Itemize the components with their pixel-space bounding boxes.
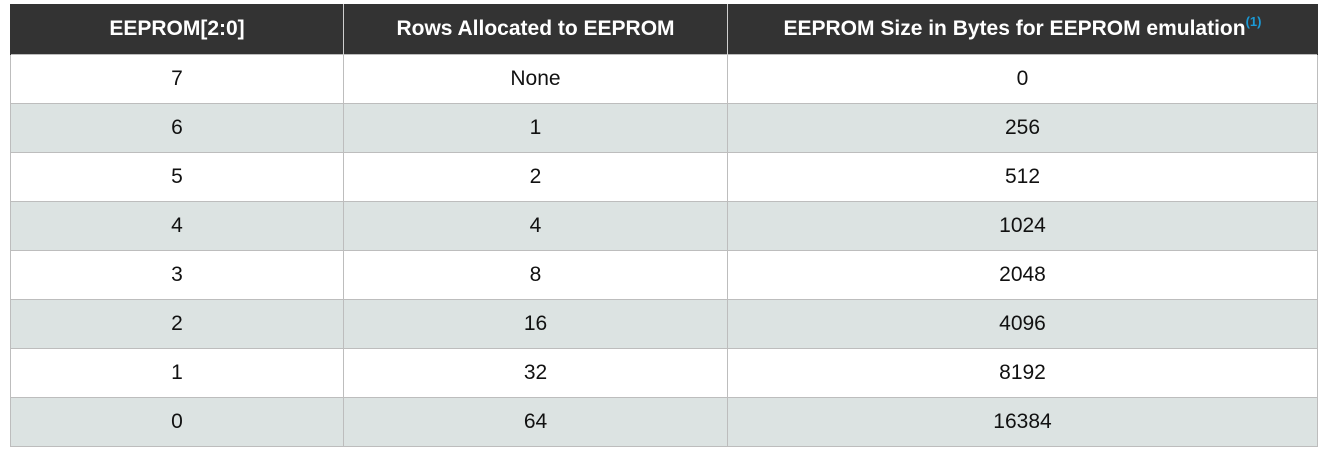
header-eeprom-size-label: EEPROM Size in Bytes for EEPROM emulatio… bbox=[783, 17, 1246, 40]
cell-eeprom-size: 2048 bbox=[727, 250, 1318, 300]
table-header-row: EEPROM[2:0] Rows Allocated to EEPROM EEP… bbox=[10, 4, 1318, 55]
cell-eeprom-bits: 2 bbox=[10, 299, 344, 349]
cell-eeprom-bits: 4 bbox=[10, 201, 344, 251]
cell-eeprom-size: 16384 bbox=[727, 397, 1318, 447]
table-row: 2 16 4096 bbox=[10, 299, 1318, 349]
cell-rows-allocated: 1 bbox=[343, 103, 728, 153]
eeprom-allocation-table: EEPROM[2:0] Rows Allocated to EEPROM EEP… bbox=[10, 4, 1318, 447]
table-row: 1 32 8192 bbox=[10, 348, 1318, 398]
cell-eeprom-size: 8192 bbox=[727, 348, 1318, 398]
table-row: 0 64 16384 bbox=[10, 397, 1318, 447]
cell-rows-allocated: None bbox=[343, 54, 728, 104]
cell-eeprom-size: 512 bbox=[727, 152, 1318, 202]
table-row: 4 4 1024 bbox=[10, 201, 1318, 251]
header-rows-allocated-label: Rows Allocated to EEPROM bbox=[396, 17, 675, 40]
cell-eeprom-bits: 5 bbox=[10, 152, 344, 202]
cell-rows-allocated: 32 bbox=[343, 348, 728, 398]
cell-eeprom-size: 1024 bbox=[727, 201, 1318, 251]
cell-rows-allocated: 4 bbox=[343, 201, 728, 251]
cell-rows-allocated: 64 bbox=[343, 397, 728, 447]
table-row: 5 2 512 bbox=[10, 152, 1318, 202]
table-row: 3 8 2048 bbox=[10, 250, 1318, 300]
footnote-link[interactable]: (1) bbox=[1245, 14, 1262, 29]
cell-rows-allocated: 2 bbox=[343, 152, 728, 202]
cell-eeprom-size: 0 bbox=[727, 54, 1318, 104]
cell-eeprom-bits: 1 bbox=[10, 348, 344, 398]
cell-eeprom-bits: 3 bbox=[10, 250, 344, 300]
cell-eeprom-bits: 7 bbox=[10, 54, 344, 104]
eeprom-table-container: EEPROM[2:0] Rows Allocated to EEPROM EEP… bbox=[10, 4, 1318, 447]
cell-eeprom-size: 4096 bbox=[727, 299, 1318, 349]
header-rows-allocated: Rows Allocated to EEPROM bbox=[343, 4, 728, 55]
table-row: 7 None 0 bbox=[10, 54, 1318, 104]
header-eeprom-size: EEPROM Size in Bytes for EEPROM emulatio… bbox=[727, 4, 1318, 55]
cell-rows-allocated: 8 bbox=[343, 250, 728, 300]
header-eeprom-bits-label: EEPROM[2:0] bbox=[109, 17, 245, 40]
table-row: 6 1 256 bbox=[10, 103, 1318, 153]
cell-eeprom-bits: 0 bbox=[10, 397, 344, 447]
table-body: 7 None 0 6 1 256 5 2 512 4 4 1024 3 8 bbox=[10, 54, 1318, 447]
header-eeprom-bits: EEPROM[2:0] bbox=[10, 4, 344, 55]
cell-eeprom-size: 256 bbox=[727, 103, 1318, 153]
cell-eeprom-bits: 6 bbox=[10, 103, 344, 153]
cell-rows-allocated: 16 bbox=[343, 299, 728, 349]
